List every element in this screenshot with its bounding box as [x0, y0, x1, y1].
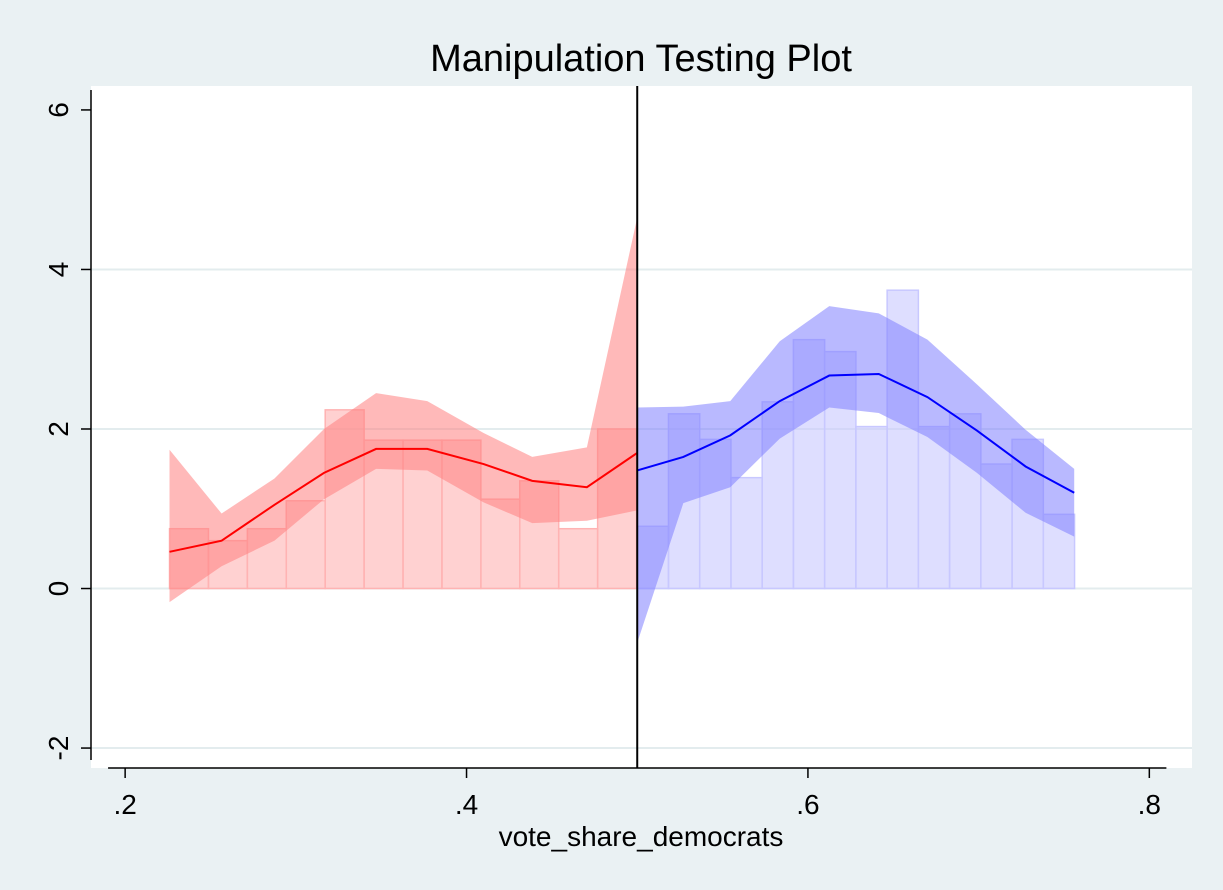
density-line-right	[636, 372, 1075, 494]
axes: -2 0 2 4 6 .2 .4 .6 .8	[43, 89, 1167, 820]
y-tick-label: 2	[43, 421, 74, 437]
y-tick-label: 4	[43, 262, 74, 278]
confidence-band-left	[169, 217, 638, 603]
chart-title: Manipulation Testing Plot	[430, 38, 852, 80]
y-tick-label: 0	[43, 581, 74, 597]
density-fit-lines	[169, 372, 1075, 553]
density-line-left	[169, 447, 638, 553]
histogram-bar-right	[855, 425, 888, 590]
x-axis-title: vote_share_democrats	[499, 821, 784, 852]
x-tick-label: .6	[796, 789, 819, 820]
x-tick-label: .2	[113, 789, 136, 820]
x-tick-label: .8	[1138, 789, 1161, 820]
y-tick-label: 6	[43, 102, 74, 118]
histogram-bar-right	[730, 476, 763, 590]
confidence-band-right	[637, 306, 1075, 643]
histogram-bar-right	[917, 425, 951, 590]
histogram-bar-left	[557, 527, 599, 590]
y-tick-label: -2	[43, 736, 74, 761]
confidence-bands	[169, 217, 1075, 643]
x-tick-label: .4	[455, 789, 478, 820]
